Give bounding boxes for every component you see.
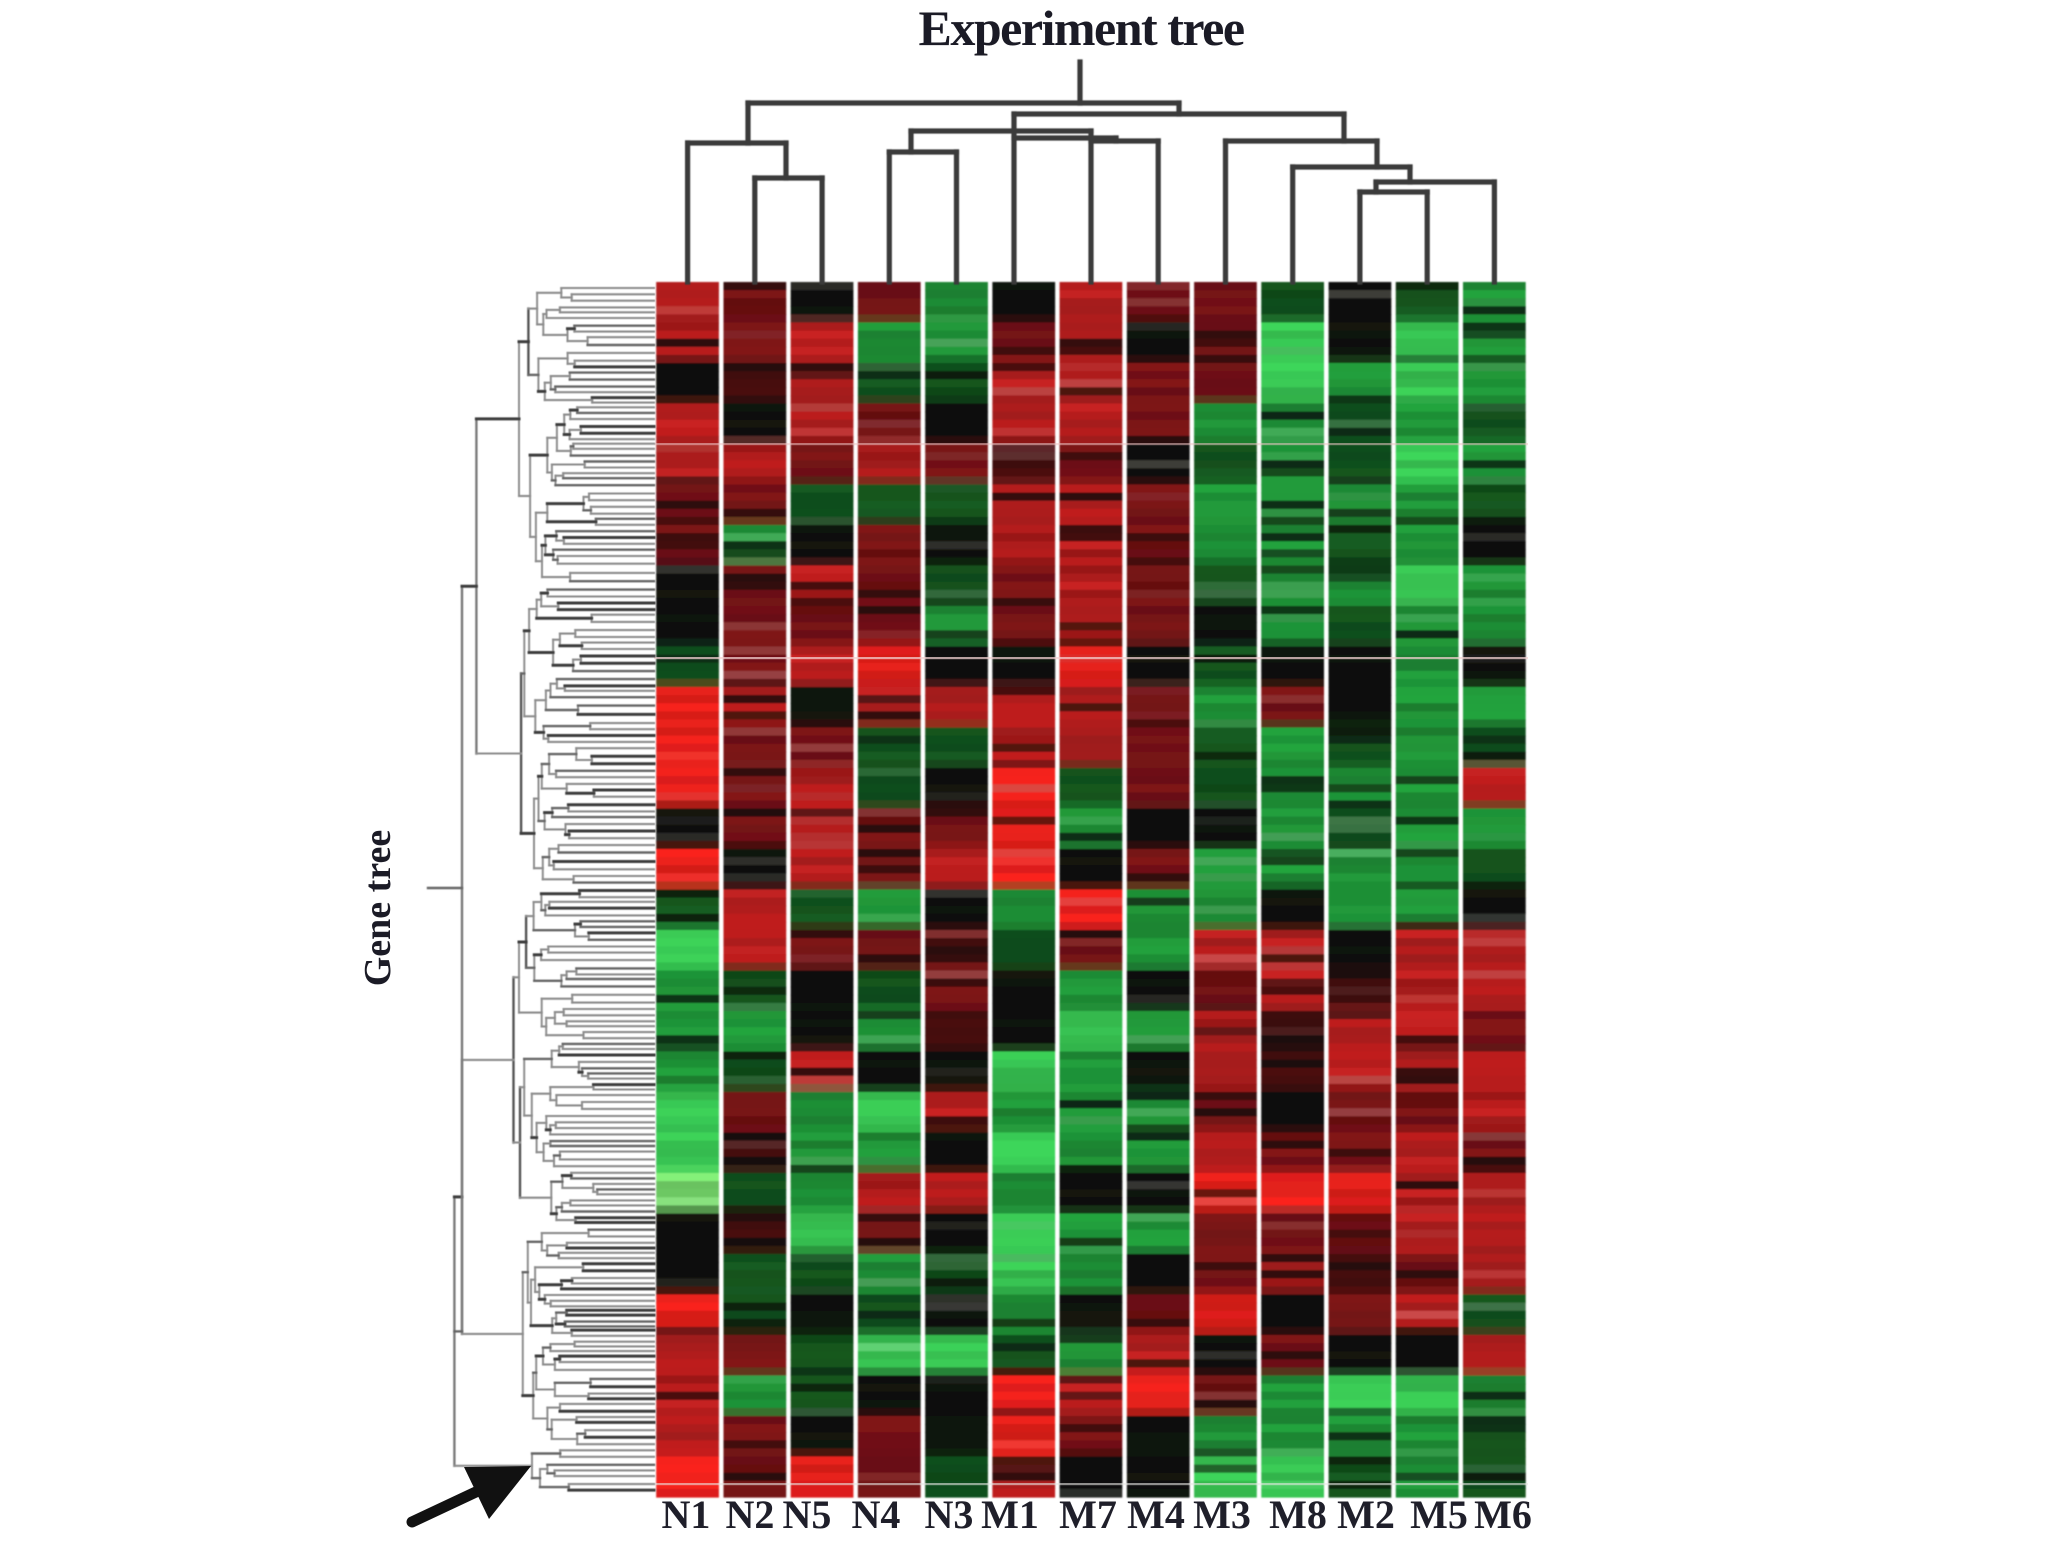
svg-text:M5: M5	[1410, 1492, 1468, 1536]
svg-text:N4: N4	[852, 1492, 901, 1536]
svg-text:N2: N2	[726, 1492, 775, 1536]
svg-text:M8: M8	[1269, 1492, 1327, 1536]
svg-text:N5: N5	[783, 1492, 832, 1536]
svg-text:Gene tree: Gene tree	[357, 830, 399, 987]
svg-text:Experiment tree: Experiment tree	[918, 0, 1243, 56]
svg-text:M2: M2	[1337, 1492, 1395, 1536]
svg-text:M7: M7	[1059, 1492, 1117, 1536]
svg-text:M6: M6	[1474, 1492, 1532, 1536]
svg-text:M1: M1	[981, 1492, 1039, 1536]
svg-text:N3: N3	[925, 1492, 974, 1536]
svg-text:M4: M4	[1127, 1492, 1185, 1536]
svg-text:M3: M3	[1193, 1492, 1251, 1536]
svg-text:N1: N1	[662, 1492, 711, 1536]
